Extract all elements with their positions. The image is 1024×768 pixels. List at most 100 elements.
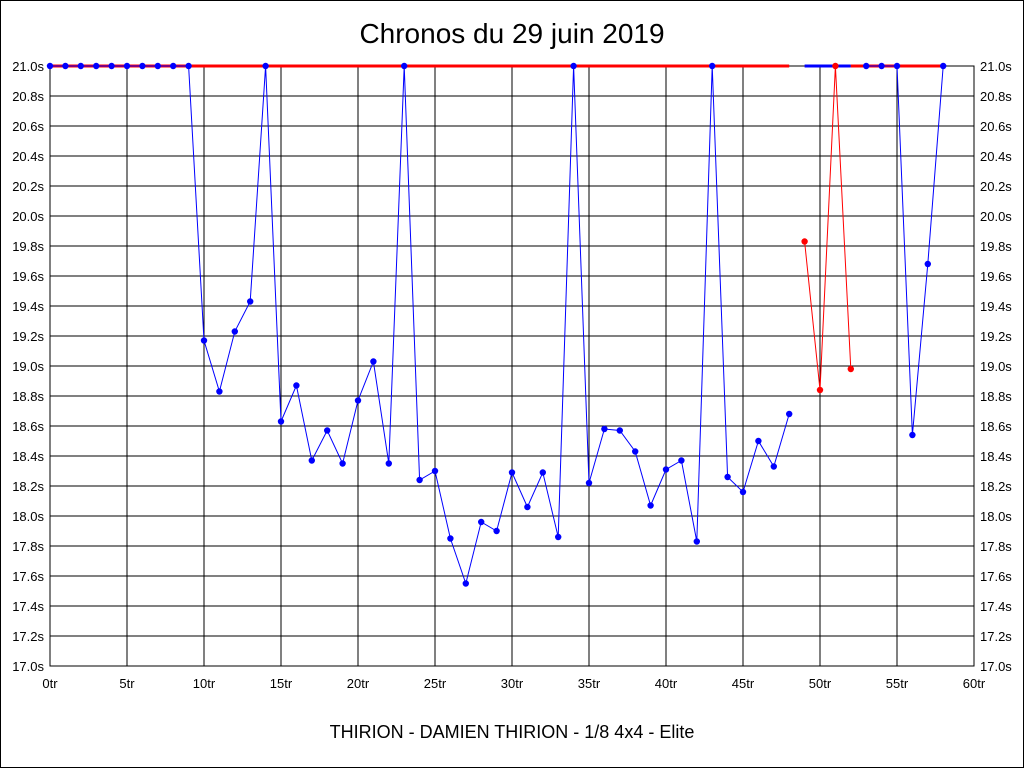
data-point bbox=[940, 62, 947, 70]
y-tick-label-right: 21.0s bbox=[980, 59, 1012, 74]
data-point bbox=[539, 469, 546, 476]
data-point bbox=[185, 62, 192, 70]
data-point bbox=[832, 62, 839, 70]
data-point bbox=[170, 62, 177, 70]
data-point bbox=[816, 386, 824, 394]
data-point bbox=[709, 62, 716, 70]
data-point bbox=[647, 502, 654, 509]
data-point bbox=[385, 460, 392, 467]
data-point bbox=[770, 463, 777, 470]
data-point bbox=[216, 388, 223, 395]
y-tick-label-left: 20.2s bbox=[12, 179, 44, 194]
y-tick-label-right: 19.0s bbox=[980, 359, 1012, 374]
data-point bbox=[293, 382, 300, 389]
x-tick-label: 35tr bbox=[578, 676, 601, 691]
y-tick-label-right: 18.4s bbox=[980, 449, 1012, 464]
y-tick-label-right: 19.4s bbox=[980, 299, 1012, 314]
y-tick-label-left: 19.0s bbox=[12, 359, 44, 374]
y-tick-label-left: 20.0s bbox=[12, 209, 44, 224]
data-point bbox=[786, 410, 793, 418]
y-tick-label-right: 18.0s bbox=[980, 509, 1012, 524]
x-tick-label: 50tr bbox=[809, 676, 832, 691]
data-point bbox=[46, 62, 54, 70]
data-point bbox=[77, 62, 85, 70]
data-point bbox=[632, 448, 639, 455]
data-point bbox=[339, 460, 346, 467]
data-point bbox=[93, 62, 100, 70]
data-point bbox=[277, 418, 285, 425]
x-tick-label: 25tr bbox=[424, 676, 447, 691]
data-point bbox=[308, 457, 315, 464]
x-tick-label: 20tr bbox=[347, 676, 370, 691]
x-tick-label: 45tr bbox=[732, 676, 755, 691]
y-tick-label-left: 18.4s bbox=[12, 449, 44, 464]
data-point bbox=[139, 62, 146, 70]
data-point bbox=[755, 437, 762, 445]
data-point bbox=[924, 260, 931, 268]
y-tick-label-right: 19.2s bbox=[980, 329, 1012, 344]
data-point bbox=[478, 518, 485, 526]
series-line bbox=[804, 65, 852, 391]
data-point bbox=[154, 62, 161, 70]
data-point bbox=[570, 62, 577, 70]
y-tick-label-right: 17.4s bbox=[980, 599, 1012, 614]
data-point bbox=[324, 427, 331, 434]
data-point bbox=[354, 397, 362, 404]
data-point bbox=[462, 580, 469, 587]
data-point bbox=[893, 62, 901, 70]
data-point bbox=[508, 469, 516, 476]
data-point bbox=[123, 62, 131, 70]
chart-title: Chronos du 29 juin 2019 bbox=[359, 18, 665, 49]
y-tick-label-left: 18.8s bbox=[12, 389, 44, 404]
y-tick-label-left: 20.8s bbox=[12, 89, 44, 104]
x-tick-label: 55tr bbox=[886, 676, 909, 691]
data-point bbox=[878, 62, 885, 70]
x-tick-label: 15tr bbox=[270, 676, 293, 691]
data-point bbox=[231, 328, 238, 335]
y-tick-label-left: 19.2s bbox=[12, 329, 44, 344]
data-point bbox=[247, 298, 254, 305]
y-tick-label-right: 20.6s bbox=[980, 119, 1012, 134]
data-point bbox=[493, 527, 500, 535]
series-line bbox=[50, 65, 790, 586]
x-tick-label: 60tr bbox=[963, 676, 986, 691]
x-tick-label: 5tr bbox=[119, 676, 135, 691]
data-point bbox=[601, 425, 608, 433]
x-tick-label: 10tr bbox=[193, 676, 216, 691]
data-point bbox=[724, 473, 731, 481]
y-tick-label-left: 20.6s bbox=[12, 119, 44, 134]
y-tick-label-right: 17.0s bbox=[980, 659, 1012, 674]
data-point bbox=[585, 479, 593, 487]
data-point bbox=[262, 62, 269, 70]
data-point bbox=[200, 337, 208, 344]
tick-labels: 17.0s 17.0s 17.2s 17.2s 17.4s 17.4s 17.6s 17.6s… bbox=[12, 59, 1012, 691]
data-point bbox=[62, 62, 69, 70]
data-point bbox=[416, 476, 423, 484]
y-tick-label-left: 18.2s bbox=[12, 479, 44, 494]
y-tick-label-left: 17.2s bbox=[12, 629, 44, 644]
grid-lines bbox=[49, 65, 975, 667]
data-point bbox=[555, 533, 562, 541]
data-point bbox=[524, 503, 531, 511]
data-point bbox=[693, 538, 700, 545]
x-tick-label: 30tr bbox=[501, 676, 524, 691]
y-tick-label-right: 20.4s bbox=[980, 149, 1012, 164]
y-tick-label-left: 20.4s bbox=[12, 149, 44, 164]
data-point bbox=[662, 466, 670, 473]
y-tick-label-left: 17.0s bbox=[12, 659, 44, 674]
y-tick-label-right: 17.8s bbox=[980, 539, 1012, 554]
y-tick-label-left: 19.8s bbox=[12, 239, 44, 254]
x-tick-label: 0tr bbox=[42, 676, 58, 691]
data-point bbox=[431, 467, 439, 475]
y-tick-label-left: 17.8s bbox=[12, 539, 44, 554]
data-point bbox=[801, 238, 808, 245]
y-tick-label-right: 19.8s bbox=[980, 239, 1012, 254]
y-tick-label-left: 18.6s bbox=[12, 419, 44, 434]
series-line bbox=[866, 65, 944, 436]
x-tick-label: 40tr bbox=[655, 676, 678, 691]
data-point bbox=[739, 488, 747, 496]
data-point bbox=[616, 427, 623, 434]
data-point bbox=[108, 62, 115, 70]
series-points bbox=[46, 62, 947, 587]
y-tick-label-left: 19.4s bbox=[12, 299, 44, 314]
